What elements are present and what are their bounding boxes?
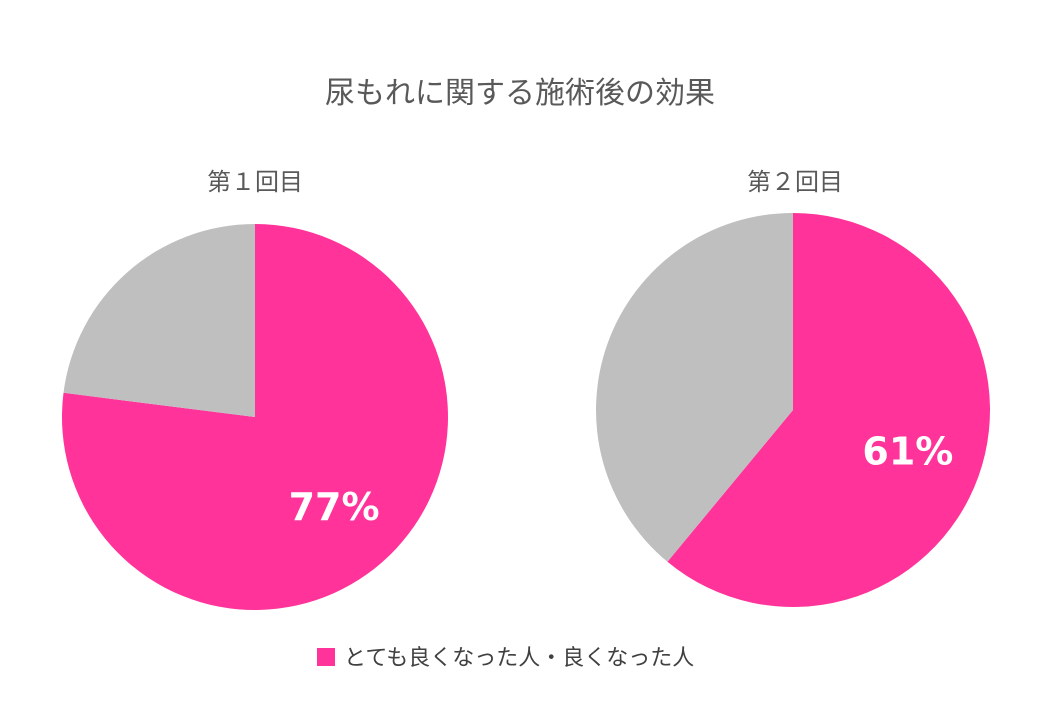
- pie-2-slice-1: [667, 213, 991, 608]
- pie-1: 77%: [61, 224, 448, 610]
- pie-2-data-label: 61%: [862, 429, 953, 473]
- legend-swatch: [317, 648, 335, 666]
- pie-1-subtitle: 第１回目: [207, 168, 303, 196]
- pie-1-slice-1: [61, 224, 448, 610]
- pie-2: 61%: [596, 213, 991, 608]
- legend: とても良くなった人・良くなった人: [317, 646, 694, 671]
- pie-2-subtitle: 第２回目: [747, 168, 843, 196]
- chart-title: 尿もれに関する施術後の効果: [325, 76, 715, 111]
- pie-1-slice-2: [63, 224, 255, 417]
- pie-1-data-label: 77%: [289, 485, 380, 529]
- pie-2-slice-2: [596, 213, 793, 562]
- legend-label: とても良くなった人・良くなった人: [344, 646, 694, 671]
